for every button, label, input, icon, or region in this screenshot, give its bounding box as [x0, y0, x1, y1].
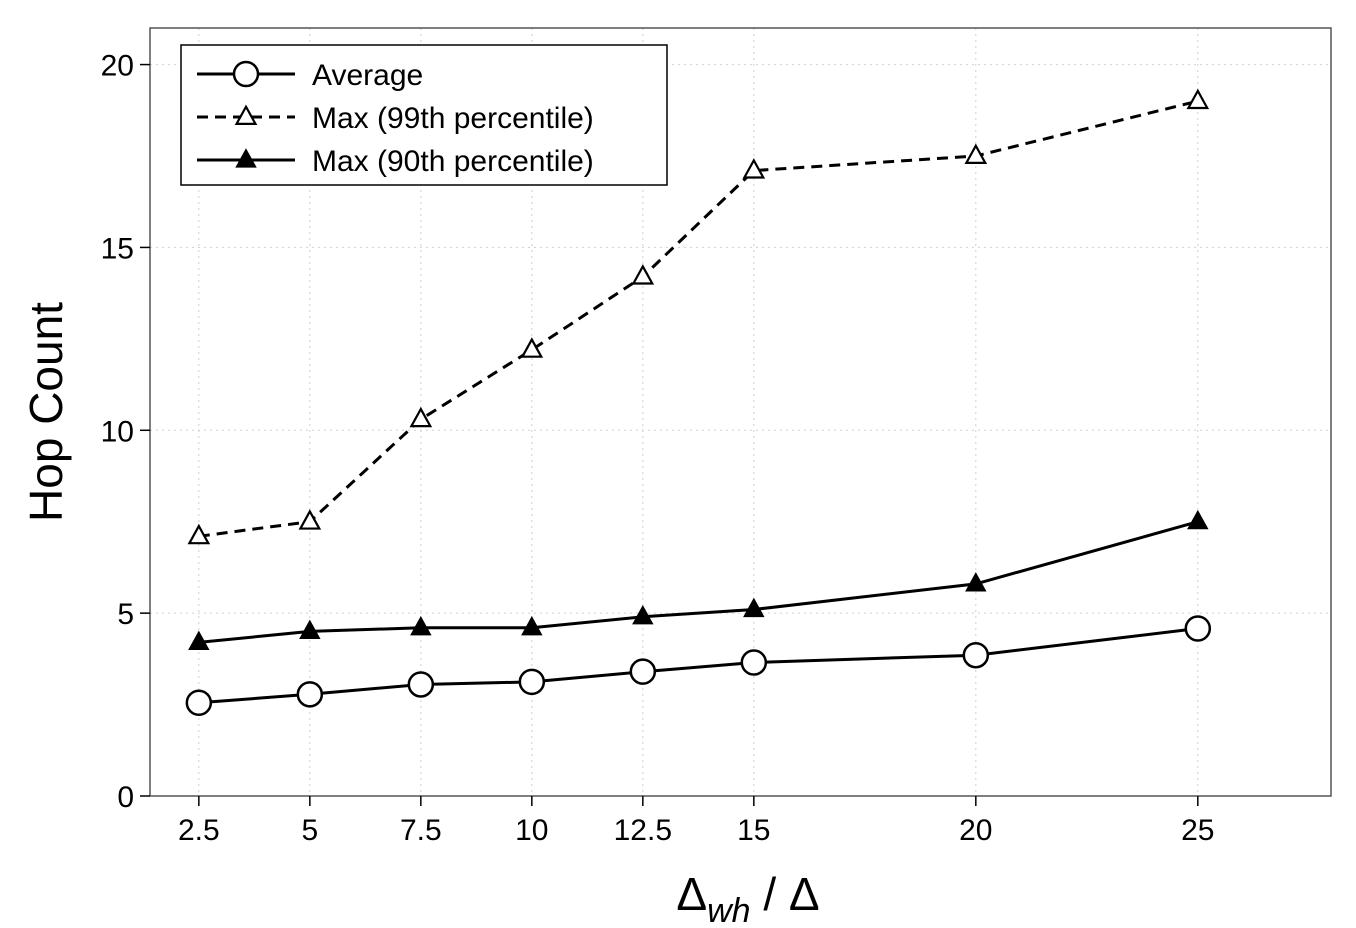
x-tick-label: 12.5	[614, 814, 672, 847]
y-tick-label: 20	[101, 50, 134, 83]
x-axis-label: Δwh / Δ	[676, 868, 819, 923]
series-2	[188, 509, 1209, 650]
data-point-1-7	[1186, 88, 1210, 110]
data-point-1-1	[298, 509, 322, 530]
data-point-1-2	[409, 406, 433, 428]
legend-marker-2	[235, 148, 257, 168]
series	[185, 88, 1212, 716]
y-tick-label: 0	[117, 781, 134, 814]
data-point-2-4	[632, 604, 654, 625]
series-0	[185, 615, 1212, 716]
x-axis-label-rest: / Δ	[751, 868, 820, 920]
axes: 2.5 5 7.5 10 12.5 15 20 25 0 5 10 15 20	[101, 50, 1215, 847]
y-tick-label: 10	[101, 415, 134, 448]
data-point-2-0	[188, 630, 210, 650]
data-point-2-1	[299, 619, 321, 640]
x-tick-label: 7.5	[400, 814, 442, 847]
plot-frame	[149, 27, 1332, 797]
legend-marker-1	[234, 104, 258, 125]
legend-label-1: Max (99th percentile)	[312, 102, 594, 135]
data-point-1-0	[187, 523, 211, 545]
data-point-1-4	[631, 264, 655, 285]
legend-marker-0	[232, 60, 260, 88]
x-axis-label-subscript: wh	[707, 892, 750, 923]
legend: Average Max (99th percentile) Max (90th pe…	[180, 44, 668, 186]
y-axis-label: Hop Count	[20, 302, 72, 522]
data-point-0-1	[296, 681, 324, 708]
data-point-0-3	[518, 668, 546, 696]
data-point-0-7	[1184, 615, 1212, 642]
y-tick-label: 5	[117, 598, 134, 631]
data-point-0-5	[740, 649, 768, 676]
data-point-2-5	[743, 597, 765, 618]
x-tick-label: 5	[301, 814, 318, 847]
data-point-2-2	[410, 615, 432, 636]
x-tick-label: 25	[1181, 814, 1214, 847]
legend-entry-2: Max (90th percentile)	[197, 145, 594, 178]
legend-box	[180, 44, 668, 186]
data-point-0-6	[962, 641, 990, 669]
data-point-0-4	[629, 658, 657, 685]
x-axis-label-main: Δ	[676, 868, 707, 920]
x-tick-label: 15	[737, 814, 770, 847]
series-line-1	[198, 99, 1199, 538]
legend-entry-1: Max (99th percentile)	[197, 102, 594, 135]
legend-entry-0: Average	[197, 59, 423, 92]
data-point-2-6	[965, 572, 987, 592]
x-tick-label: 2.5	[178, 814, 220, 847]
legend-label-0: Average	[312, 59, 423, 92]
data-point-0-0	[185, 689, 213, 716]
data-point-1-6	[964, 143, 988, 164]
x-tick-label: 10	[515, 814, 548, 847]
series-1	[187, 88, 1210, 545]
legend-label-2: Max (90th percentile)	[312, 145, 594, 178]
data-point-2-7	[1187, 509, 1209, 530]
x-tick-label: 20	[959, 814, 992, 847]
data-point-2-3	[521, 615, 543, 636]
series-line-0	[198, 627, 1198, 705]
series-line-2	[198, 520, 1199, 644]
y-tick-label: 15	[101, 232, 134, 265]
data-point-0-2	[407, 671, 435, 698]
data-point-1-5	[742, 158, 766, 179]
data-point-1-3	[520, 337, 544, 358]
